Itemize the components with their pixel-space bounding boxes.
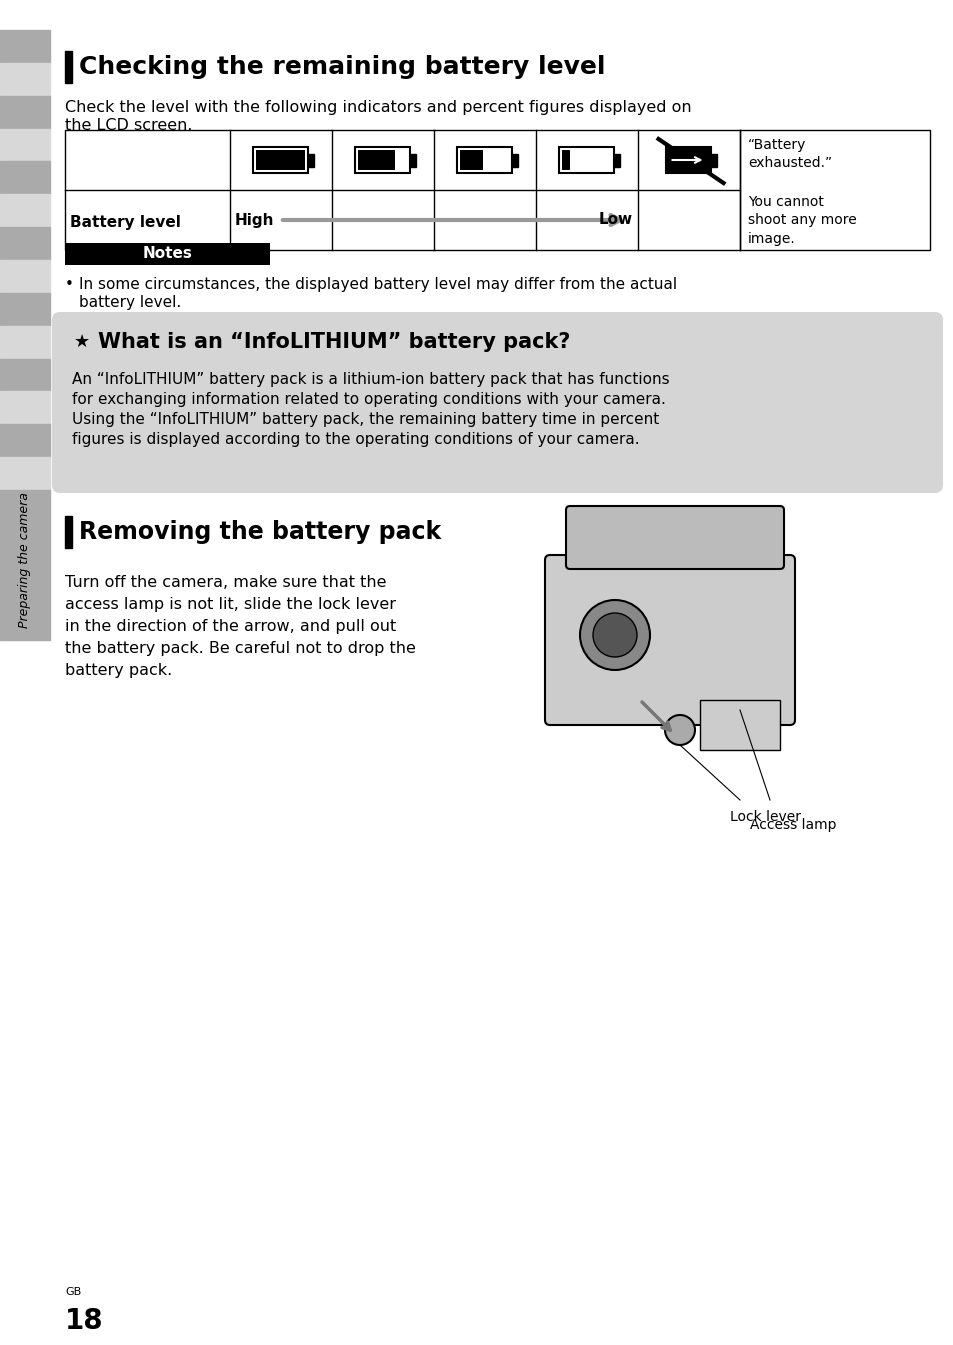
Bar [0,227,50,260]
Bar [256,151,305,169]
Text: What is an “InfoLITHIUM” battery pack?: What is an “InfoLITHIUM” battery pack? [98,332,570,352]
Text: Low: Low [598,213,633,227]
Bar [65,51,71,83]
Bar [355,147,410,174]
Text: ★: ★ [74,334,90,351]
Circle shape [664,716,695,745]
Bar [0,129,50,161]
Bar [0,30,50,63]
Bar [0,325,50,359]
Text: figures is displayed according to the operating conditions of your camera.: figures is displayed according to the op… [71,432,639,447]
FancyBboxPatch shape [52,312,942,494]
Text: battery pack.: battery pack. [65,663,172,678]
Text: GB: GB [65,1287,81,1297]
Bar [0,490,50,640]
Text: “Battery
exhausted.”: “Battery exhausted.” [747,139,831,171]
Text: Access lamp: Access lamp [749,818,836,833]
Bar [562,151,569,169]
Bar [457,147,512,174]
Bar [666,147,711,174]
Text: Checking the remaining battery level: Checking the remaining battery level [79,55,605,79]
Text: In some circumstances, the displayed battery level may differ from the actual: In some circumstances, the displayed bat… [79,277,677,292]
Text: Lock lever: Lock lever [729,810,801,824]
Text: High: High [234,213,274,227]
Text: You cannot
shoot any more
image.: You cannot shoot any more image. [747,195,856,246]
Text: Battery level: Battery level [70,214,181,230]
Bar [0,194,50,227]
Text: Turn off the camera, make sure that the: Turn off the camera, make sure that the [65,576,386,590]
Bar [0,161,50,194]
Circle shape [579,600,649,670]
Bar [512,153,518,167]
Bar [0,293,50,325]
Bar [0,359,50,391]
Bar [358,151,395,169]
Bar [65,516,71,547]
Bar [65,243,270,265]
Text: access lamp is not lit, slide the lock lever: access lamp is not lit, slide the lock l… [65,597,395,612]
Text: 18: 18 [65,1307,104,1336]
Bar [308,153,314,167]
Bar [65,130,929,250]
Bar [711,153,717,167]
Bar [410,153,416,167]
Bar [0,457,50,490]
Bar [0,424,50,457]
Bar [558,147,614,174]
Bar [700,699,780,751]
Text: in the direction of the arrow, and pull out: in the direction of the arrow, and pull … [65,619,395,633]
Text: Check the level with the following indicators and percent figures displayed on: Check the level with the following indic… [65,100,691,116]
Text: Removing the battery pack: Removing the battery pack [79,521,441,543]
Bar [0,95,50,129]
Bar [0,391,50,424]
Bar [460,151,482,169]
Text: Using the “InfoLITHIUM” battery pack, the remaining battery time in percent: Using the “InfoLITHIUM” battery pack, th… [71,412,659,426]
Bar [614,153,619,167]
Text: the LCD screen.: the LCD screen. [65,118,193,133]
Text: An “InfoLITHIUM” battery pack is a lithium-ion battery pack that has functions: An “InfoLITHIUM” battery pack is a lithi… [71,373,669,387]
Circle shape [593,613,637,656]
Text: Notes: Notes [142,246,193,261]
FancyBboxPatch shape [565,506,783,569]
Text: for exchanging information related to operating conditions with your camera.: for exchanging information related to op… [71,391,665,408]
FancyBboxPatch shape [544,555,794,725]
Text: •: • [65,277,73,292]
Bar [0,63,50,95]
Text: battery level.: battery level. [79,295,181,309]
Text: the battery pack. Be careful not to drop the: the battery pack. Be careful not to drop… [65,642,416,656]
Bar [0,260,50,293]
Text: Preparing the camera: Preparing the camera [18,492,31,628]
Bar [253,147,308,174]
